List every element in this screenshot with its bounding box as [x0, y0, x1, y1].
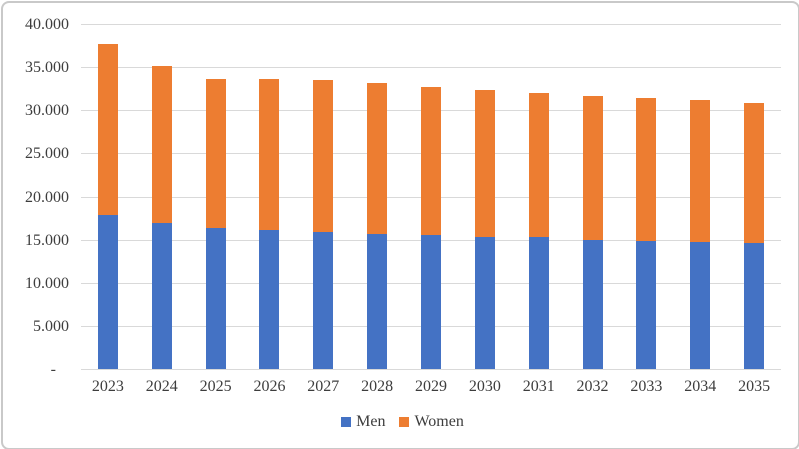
x-axis-tick-label: 2033 [630, 378, 663, 395]
bar-segment-men-2029 [421, 235, 441, 369]
bar-segment-men-2023 [97, 214, 118, 369]
bar-segment-men-2027 [313, 231, 334, 369]
bar-segment-men-2035 [744, 243, 765, 369]
bar-segment-men-2031 [528, 237, 549, 369]
x-axis-tick-label: 2026 [253, 378, 286, 395]
y-axis-tick-label: 10.000 [25, 274, 69, 292]
legend-swatch-icon [341, 417, 352, 427]
x-axis-tick-label: 2028 [361, 378, 394, 395]
bar-stack-2023 [97, 43, 118, 369]
legend-item-women: Women [399, 413, 464, 431]
y-axis: - 5.000 10.000 15.000 20.000 25.000 30.000 35.0… [3, 3, 69, 449]
y-axis-tick-label: 20.000 [25, 188, 69, 206]
bar-segment-men-2034 [690, 242, 711, 369]
x-axis-tick-label: 2032 [576, 378, 609, 395]
y-axis-tick-label: 15.000 [25, 231, 69, 249]
bar-segment-women-2028 [367, 83, 388, 234]
x-axis: 2023 2024 2025 2026 2027 2028 2029 2030 2031 2032… [3, 377, 799, 399]
bar-segment-men-2032 [582, 240, 603, 369]
bar-stack-2034 [690, 100, 711, 369]
bar-segment-women-2027 [313, 80, 334, 232]
bar-segment-women-2035 [744, 102, 765, 244]
bar-stack-2029 [421, 86, 441, 369]
bar-segment-men-2033 [636, 241, 657, 369]
bar-segment-women-2030 [474, 89, 495, 237]
bar-segment-women-2033 [636, 98, 657, 242]
legend-swatch-icon [399, 417, 410, 427]
bar-segment-men-2028 [367, 233, 388, 369]
x-axis-tick-label: 2029 [415, 378, 447, 395]
y-axis-tick-label: 35.000 [25, 59, 69, 77]
x-axis-tick-label: 2035 [738, 378, 771, 395]
bar-stack-2026 [259, 78, 280, 369]
bar-segment-women-2024 [151, 66, 172, 224]
bar-segment-women-2029 [421, 86, 441, 236]
bar-stack-2033 [636, 98, 657, 369]
gridline [81, 24, 781, 25]
bar-segment-women-2023 [97, 43, 118, 215]
x-axis-line [81, 369, 781, 370]
legend-label: Men [356, 413, 386, 430]
y-axis-tick-label: 25.000 [25, 145, 69, 163]
bar-segment-women-2026 [259, 78, 280, 231]
bar-stack-2024 [151, 66, 172, 369]
x-axis-tick-label: 2031 [522, 378, 555, 395]
bar-stack-2025 [205, 78, 226, 369]
bar-stack-2032 [582, 96, 603, 369]
gridline [81, 67, 781, 69]
bar-stack-2028 [367, 83, 388, 369]
y-axis-tick-label: 30.000 [25, 102, 69, 120]
y-axis-tick-label: 5.000 [33, 317, 69, 335]
bar-segment-women-2032 [582, 96, 603, 241]
bar-stack-2030 [474, 89, 495, 369]
bar-stack-2027 [313, 80, 334, 369]
bar-segment-women-2031 [528, 93, 549, 238]
legend-item-men: Men [341, 413, 385, 431]
bar-segment-men-2024 [151, 223, 172, 369]
legend-label: Women [414, 413, 464, 430]
bar-stack-2035 [744, 102, 765, 369]
bar-segment-women-2034 [690, 100, 711, 243]
x-axis-tick-label: 2027 [307, 378, 340, 395]
y-axis-tick-label: 40.000 [25, 16, 69, 33]
legend: Men Women [3, 409, 799, 435]
bar-stack-2031 [528, 93, 549, 369]
x-axis-tick-label: 2025 [199, 378, 232, 395]
bar-segment-men-2030 [474, 236, 495, 369]
bar-segment-men-2025 [205, 228, 226, 369]
bar-segment-men-2026 [259, 230, 280, 369]
x-axis-tick-label: 2024 [145, 378, 178, 395]
bar-segment-women-2025 [205, 78, 226, 229]
plot-area [81, 24, 781, 370]
x-axis-tick-label: 2034 [684, 378, 717, 395]
x-axis-tick-label: 2030 [468, 378, 501, 395]
x-axis-tick-label: 2023 [91, 378, 124, 395]
y-axis-tick-label: - [50, 361, 56, 378]
